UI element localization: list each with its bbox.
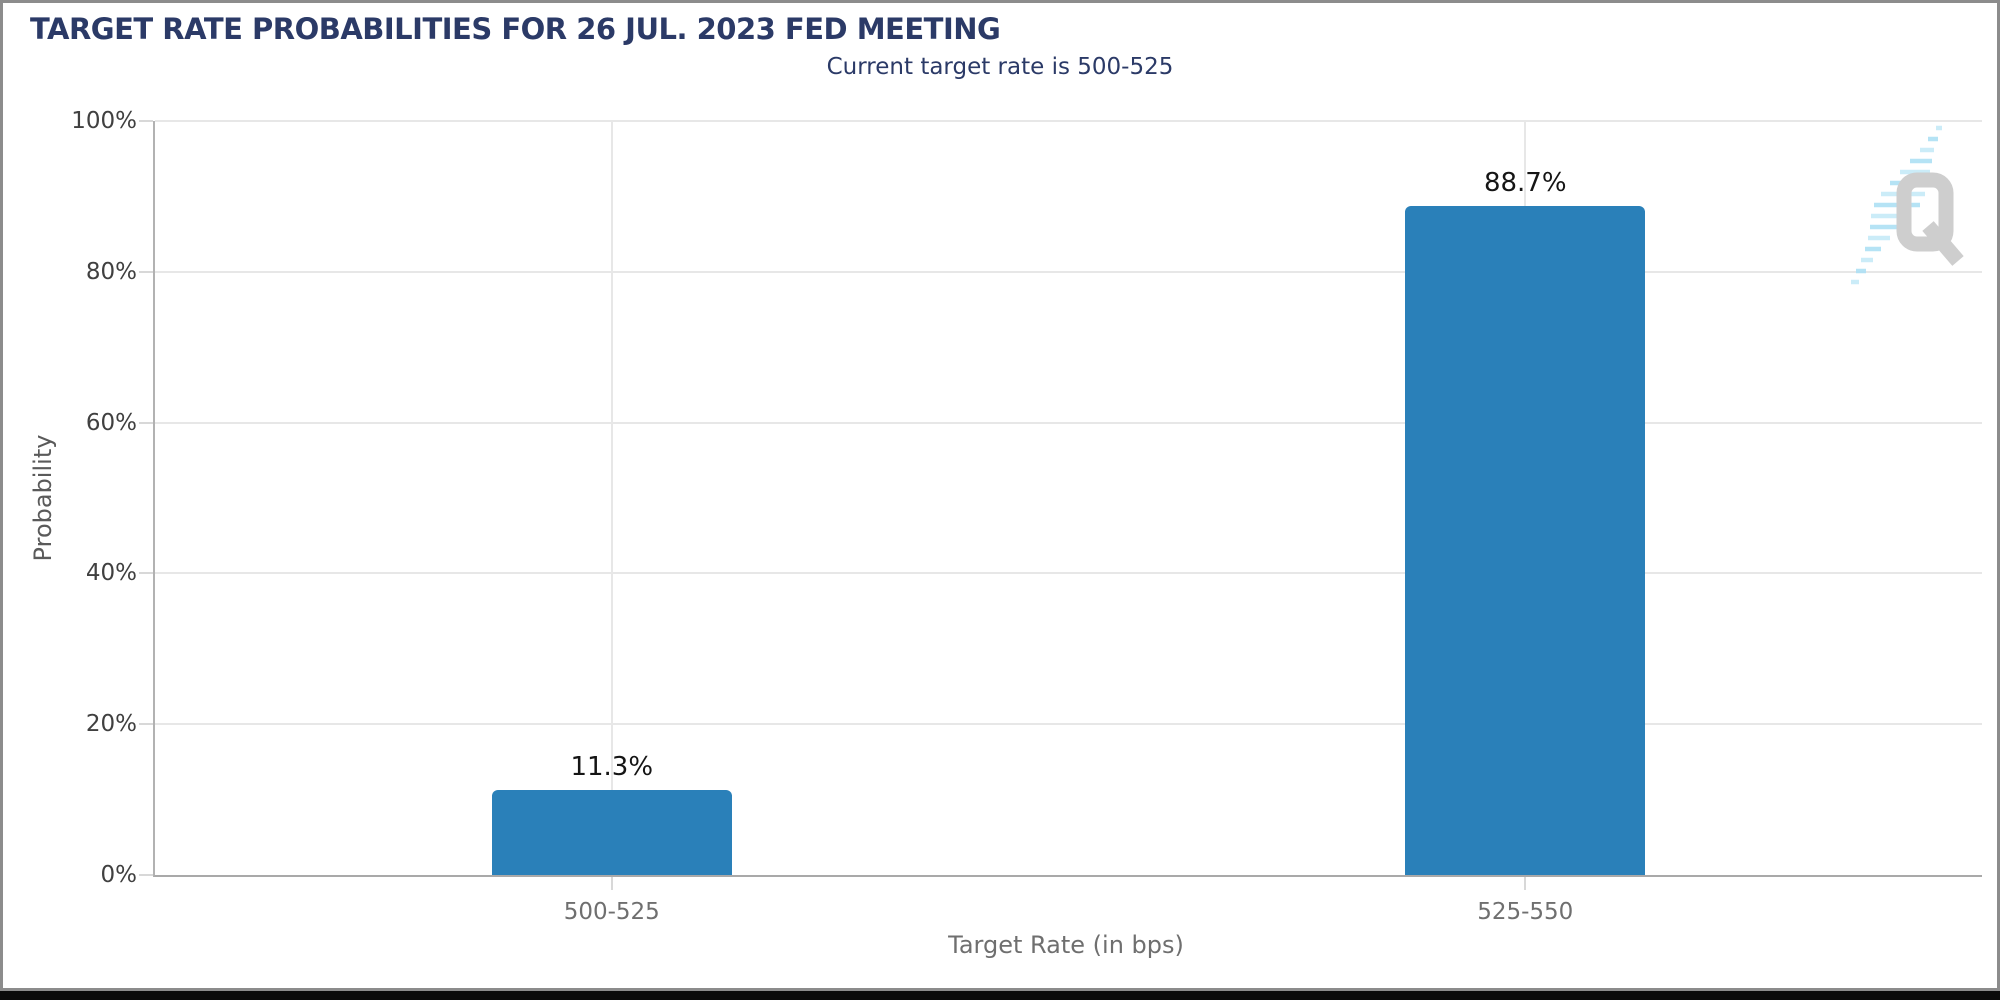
y-tick-mark (139, 874, 153, 876)
y-gridline (155, 723, 1982, 726)
bar-500-525 (491, 789, 732, 875)
x-tick-label: 500-525 (563, 899, 660, 925)
x-tick-label: 525-550 (1477, 899, 1574, 925)
bottom-edge-strip (0, 991, 2000, 1000)
logo-q-letter (1896, 172, 1964, 266)
y-tick-mark (139, 421, 153, 424)
bar-value-label: 11.3% (570, 751, 654, 782)
y-gridline (155, 572, 1982, 575)
y-tick-mark (139, 723, 153, 726)
y-tick-mark (139, 572, 153, 575)
y-gridline (155, 270, 1982, 273)
y-tick-mark (139, 120, 153, 122)
bar-value-label: 88.7% (1483, 168, 1567, 199)
y-gridline (155, 421, 1982, 424)
plot-area: 0% 20% 40% 60% 80% 100% 11.3% 500-525 88.7% 525-5… (71, 108, 1982, 925)
chart-title: TARGET RATE PROBABILITIES FOR 26 JUL. 20… (30, 12, 1001, 46)
y-tick-label: 60% (85, 409, 137, 436)
logo-watermark (1851, 125, 1964, 285)
y-tick-mark (139, 270, 153, 273)
chart-subtitle: Current target rate is 500-525 (826, 54, 1174, 80)
y-tick-label: 100% (71, 108, 137, 134)
x-tick-mark (1524, 877, 1527, 890)
y-gridline (155, 120, 1982, 122)
y-axis-title: Probability (29, 434, 57, 562)
x-axis-title: Target Rate (in bps) (948, 931, 1184, 959)
y-tick-label: 0% (100, 862, 138, 888)
y-tick-label: 20% (85, 711, 137, 738)
x-gridline (610, 121, 613, 875)
x-tick-mark (610, 877, 613, 890)
y-tick-label: 80% (85, 258, 137, 285)
y-tick-label: 40% (85, 560, 137, 587)
bar-525-550 (1405, 206, 1646, 875)
